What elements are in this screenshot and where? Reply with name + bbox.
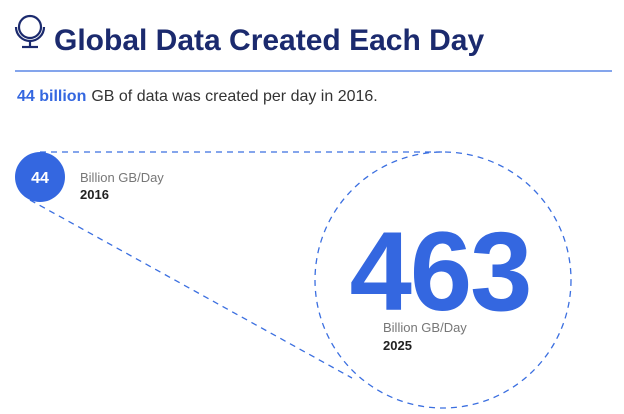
year-2016: 2016 (80, 187, 109, 202)
small-circle (15, 152, 65, 202)
connector (29, 151, 572, 409)
globe-icon (14, 14, 46, 49)
title: Global Data Created Each Day (54, 24, 484, 57)
subtitle-highlight: 44 billion (17, 88, 86, 105)
subtitle: 44 billion GB of data was created per day… (17, 88, 378, 105)
year-2025: 2025 (383, 338, 412, 353)
value-2025: 463 (350, 209, 531, 334)
unit-2016: Billion GB/Day (80, 170, 164, 185)
subtitle-text: GB of data was created per day in 2016. (91, 88, 377, 105)
value-2016: 44 (31, 170, 49, 187)
unit-2025: Billion GB/Day (383, 320, 467, 335)
